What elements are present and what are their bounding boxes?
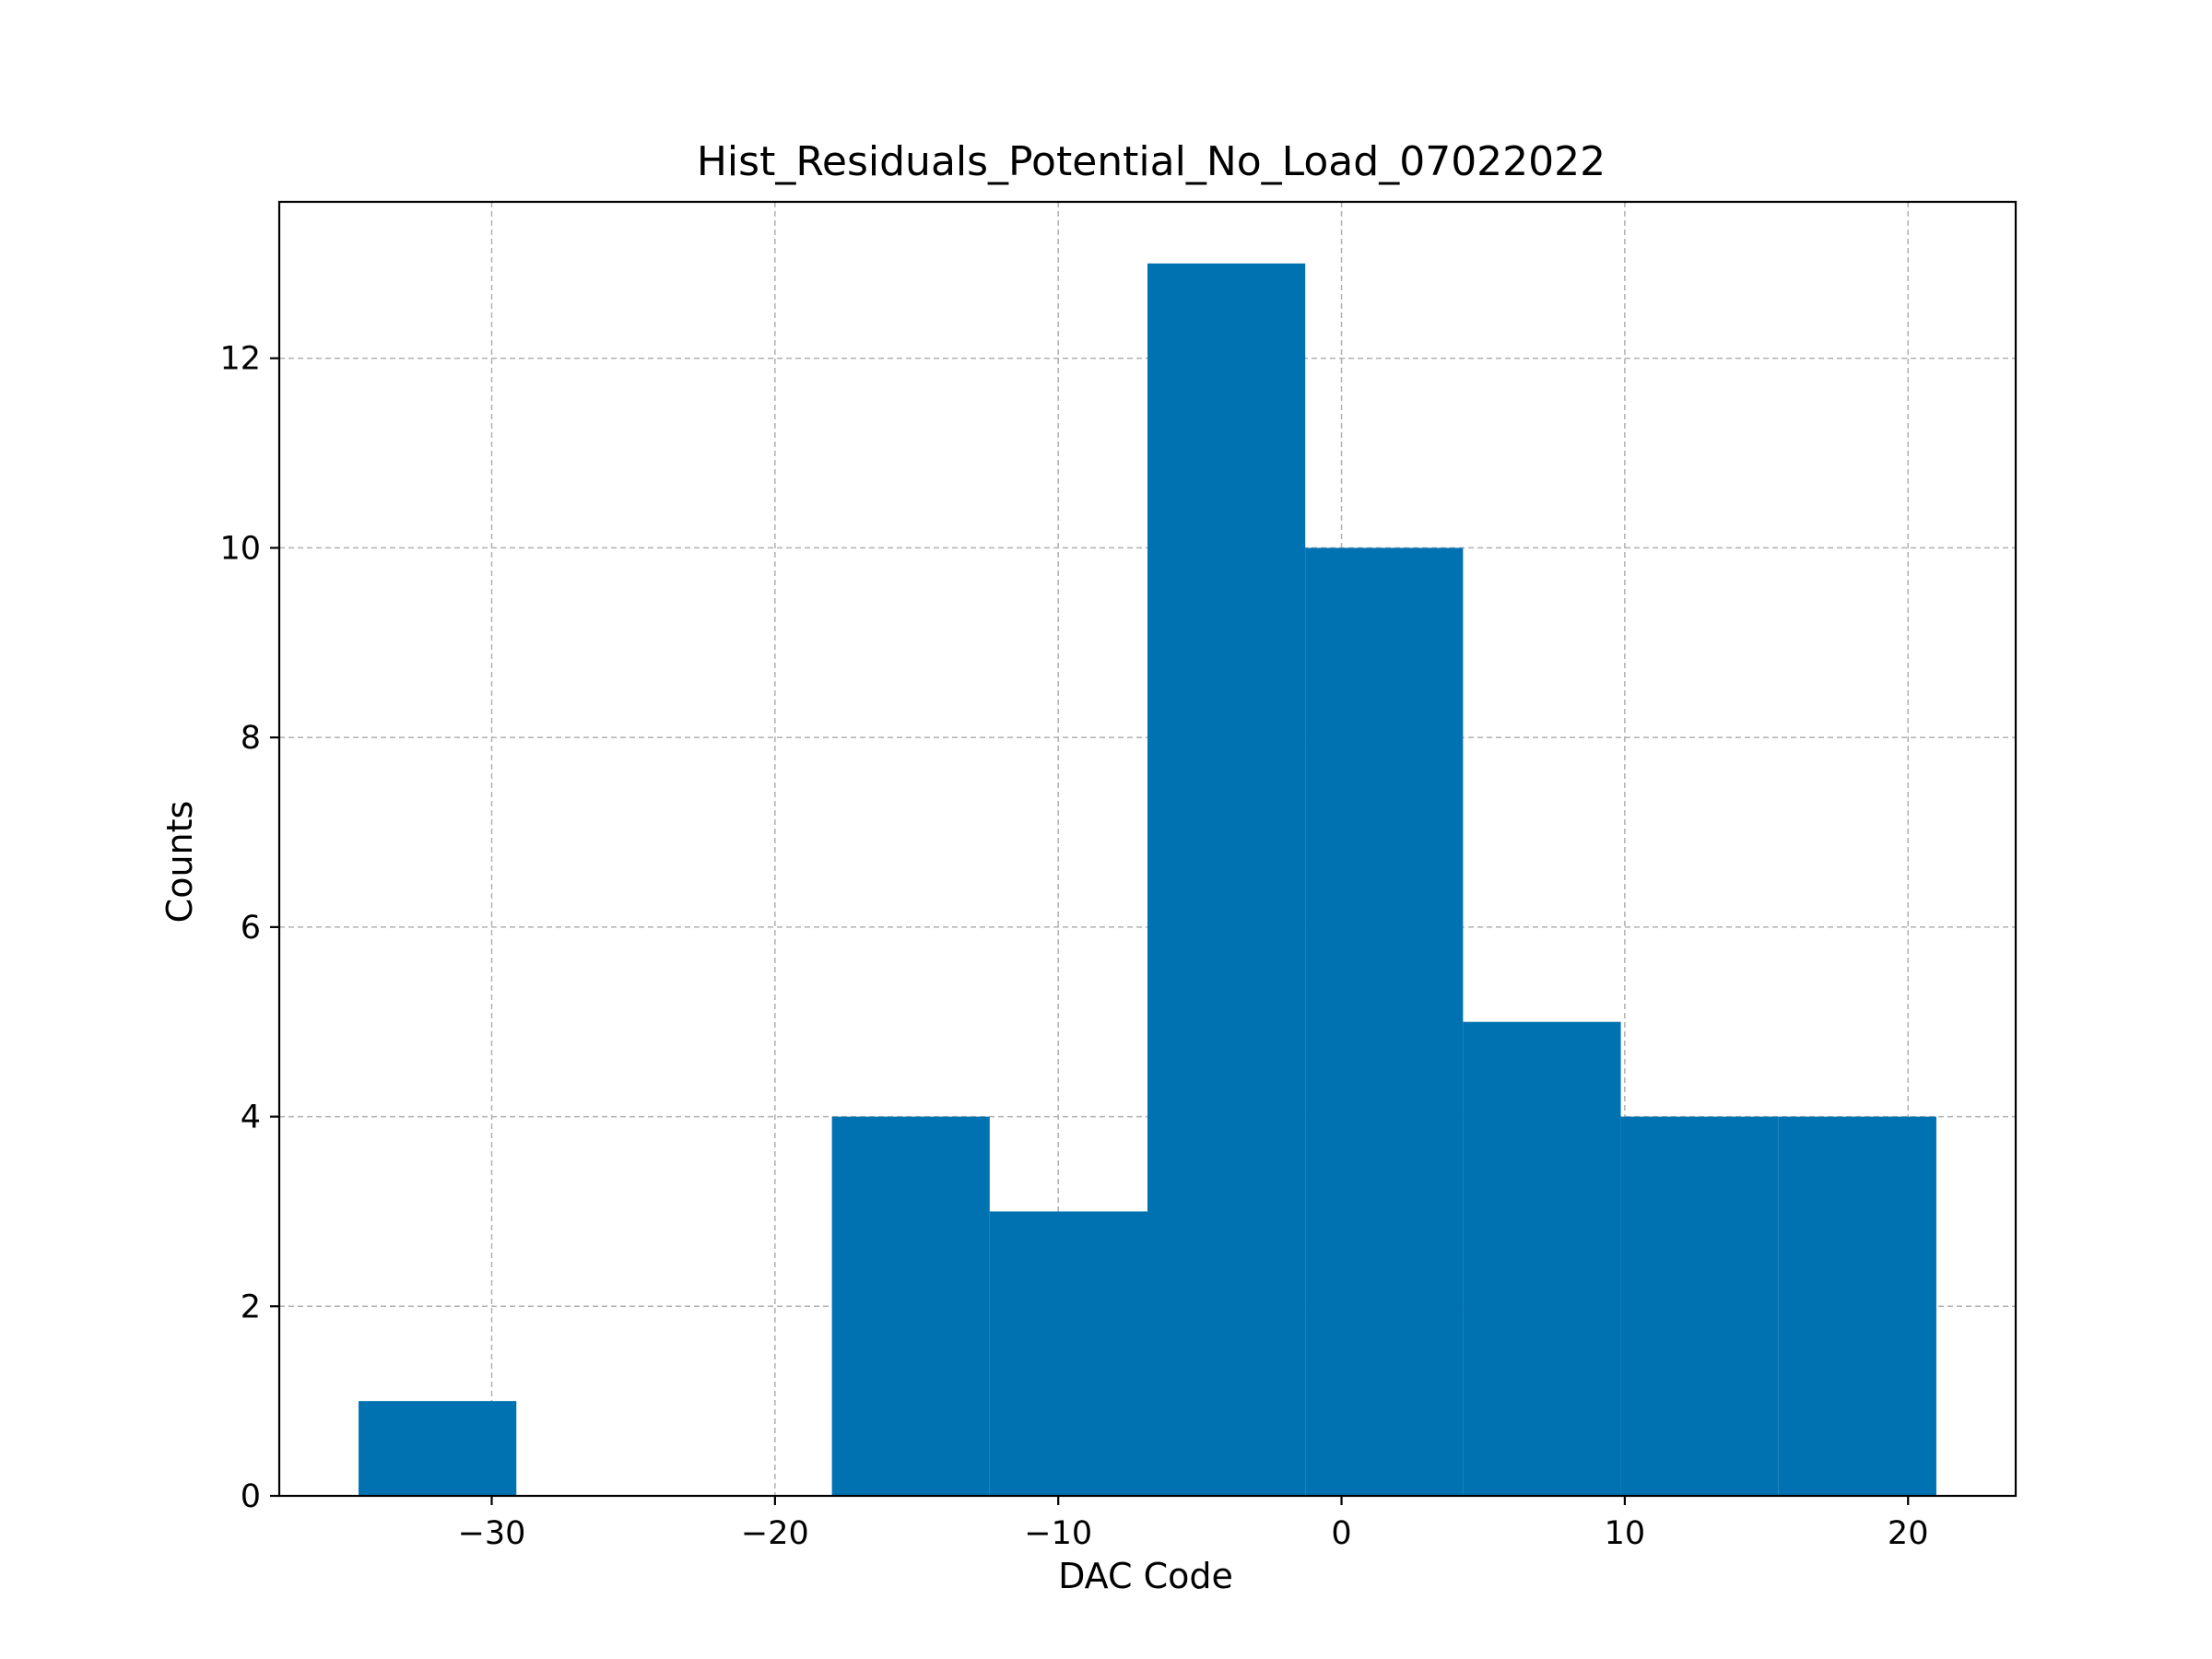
y-tick-label: 12 [219,341,261,378]
histogram-bar [1305,547,1464,1496]
histogram-bar [1463,1021,1621,1496]
x-tick-label: −20 [741,1515,809,1552]
axis-ticks: −30 −20 −10 0 10 20 0 2 4 6 8 10 12 [219,341,1928,1552]
x-tick-label: −30 [458,1515,526,1552]
histogram-bars [359,263,1936,1496]
x-tick-label: 10 [1605,1515,1646,1552]
histogram-bar [1778,1116,1936,1496]
histogram-bar [1147,263,1306,1496]
x-axis-label: DAC Code [1058,1556,1233,1596]
y-tick-label: 2 [241,1288,261,1325]
x-tick-label: 20 [1888,1515,1929,1552]
y-tick-label: 4 [241,1100,261,1136]
histogram-bar [1620,1116,1779,1496]
x-tick-label: −10 [1024,1515,1092,1552]
y-tick-label: 8 [241,720,261,757]
histogram-bar [359,1401,517,1496]
y-tick-label: 0 [241,1478,261,1515]
plot-frame [277,200,2018,1498]
histogram-bar [831,1116,990,1496]
y-tick-label: 10 [219,530,261,567]
y-axis-label: Counts [159,801,200,924]
chart-title: Hist_Residuals_Potential_No_Load_0702202… [697,138,1606,185]
histogram-bar [989,1211,1147,1496]
x-tick-label: 0 [1331,1515,1351,1552]
y-tick-label: 6 [241,910,261,947]
